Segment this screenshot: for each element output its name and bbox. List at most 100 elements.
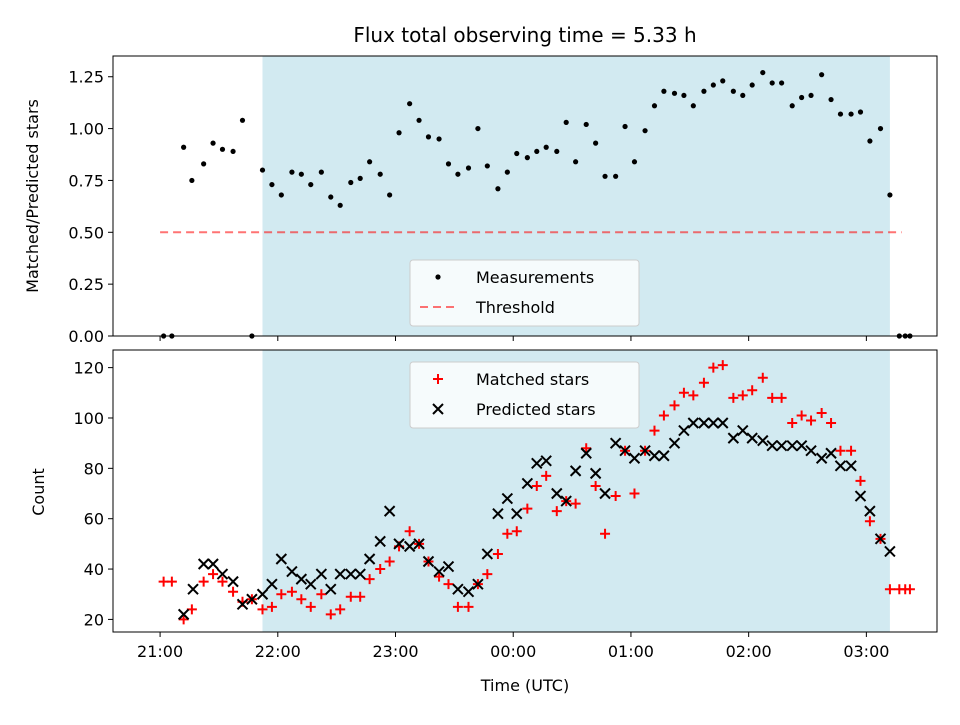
predicted-star-point: [187, 583, 199, 595]
matched-star-point: [492, 548, 503, 559]
legend-matched-marker: [433, 374, 443, 384]
predicted-star-point: [413, 538, 425, 550]
matched-star-point: [166, 576, 177, 587]
bottom-legend-label: Predicted stars: [476, 400, 596, 419]
predicted-star-point: [452, 583, 464, 595]
measurement-point: [278, 192, 284, 198]
matched-star-point: [463, 601, 474, 612]
predicted-star-point: [727, 432, 740, 444]
matched-star-point: [864, 516, 875, 527]
measurement-point: [789, 103, 795, 109]
measurement-point: [484, 163, 490, 169]
top-legend-label: Measurements: [476, 268, 594, 287]
predicted-star-point: [227, 575, 239, 588]
measurement-point: [504, 169, 510, 175]
predicted-star-point: [462, 586, 475, 598]
predicted-star-point: [334, 568, 346, 580]
measurement-point: [769, 80, 775, 86]
measurement-point: [583, 121, 589, 128]
predicted-star-point: [207, 558, 219, 570]
predicted-star-point: [805, 445, 817, 457]
matched-star-point: [208, 569, 219, 580]
matched-star-point: [826, 418, 837, 429]
matched-star-point: [581, 443, 592, 454]
matched-star-point: [511, 526, 522, 537]
predicted-star-point: [521, 477, 534, 490]
predicted-star-point: [834, 460, 847, 472]
predicted-star-point: [648, 450, 661, 462]
predicted-star-point: [295, 573, 308, 585]
x-tick-label: 23:00: [372, 642, 418, 661]
top-y-axis-label: Matched/Predicted stars: [23, 99, 42, 293]
measurement-point: [524, 155, 530, 161]
bottom-y-axis-label: Count: [29, 468, 48, 516]
predicted-star-point: [275, 553, 288, 565]
measurement-point: [593, 140, 599, 146]
predicted-star-point: [345, 568, 357, 580]
matched-star-point: [384, 556, 395, 567]
measurement-point: [819, 72, 825, 78]
matched-star-point: [345, 591, 356, 602]
predicted-star-point: [266, 578, 278, 590]
predicted-star-point: [442, 560, 455, 573]
top-legend-box: [409, 259, 640, 327]
measurement-point: [495, 186, 501, 192]
measurement-point: [730, 88, 736, 94]
bottom-legend: Matched stars Predicted stars: [409, 361, 640, 429]
predicted-star-point: [540, 455, 552, 467]
matched-star-point: [728, 392, 739, 403]
top-legend-label: Threshold: [475, 298, 555, 317]
predicted-star-point: [746, 432, 758, 444]
top-series-1: [161, 69, 913, 339]
matched-star-point: [276, 589, 287, 600]
predicted-star-point: [403, 540, 416, 553]
predicted-star-point: [717, 417, 729, 429]
predicted-star-point: [864, 505, 876, 517]
measurement-point: [877, 125, 884, 132]
predicted-star-point: [315, 568, 328, 580]
predicted-star-point: [472, 578, 484, 590]
matched-star-point: [737, 390, 748, 401]
measurement-point: [298, 171, 304, 177]
bottom-y-tick-label: 120: [73, 359, 104, 378]
predicted-star-point: [197, 558, 210, 570]
measurement-point: [681, 92, 687, 99]
measurement-point: [210, 140, 216, 146]
predicted-star-point: [884, 545, 896, 558]
matched-star-point: [787, 418, 798, 429]
predicted-star-point: [481, 548, 494, 560]
matched-star-point: [835, 445, 846, 456]
predicted-star-point: [216, 568, 229, 580]
measurement-point: [887, 192, 893, 198]
matched-star-point: [590, 480, 601, 491]
predicted-star-point: [815, 452, 828, 464]
measurement-point: [701, 88, 707, 94]
bottom-y-tick-label: 20: [84, 610, 104, 629]
matched-star-point: [855, 475, 866, 486]
predicted-star-point: [569, 465, 582, 477]
matched-star-point: [434, 571, 445, 582]
measurement-point: [239, 117, 246, 123]
top-y-tick-label: 1.25: [68, 68, 104, 87]
predicted-star-point: [246, 593, 258, 605]
predicted-star-point: [825, 447, 837, 459]
measurement-point: [651, 103, 658, 109]
top-axes-frame: [112, 55, 938, 337]
measurement-point: [534, 148, 540, 155]
top-y-tick-label: 0.00: [68, 327, 104, 346]
predicted-star-point: [393, 538, 405, 550]
matched-star-point: [570, 498, 581, 509]
x-tick-label: 22:00: [255, 642, 301, 661]
measurement-point: [837, 111, 844, 117]
matched-star-point: [551, 506, 562, 517]
predicted-star-point: [668, 437, 681, 449]
predicted-star-point: [492, 507, 504, 520]
predicted-star-point: [845, 460, 857, 472]
x-axis-label: Time (UTC): [480, 676, 569, 695]
matched-star-point: [178, 614, 189, 625]
predicted-star-point: [560, 495, 572, 507]
predicted-star-point: [757, 434, 769, 447]
top-panel: 0.00 0.25 0.50 0.75 1.00 1.25 Measurements Thre…: [68, 55, 938, 346]
measurement-point: [181, 144, 187, 150]
measurement-point: [230, 148, 236, 155]
